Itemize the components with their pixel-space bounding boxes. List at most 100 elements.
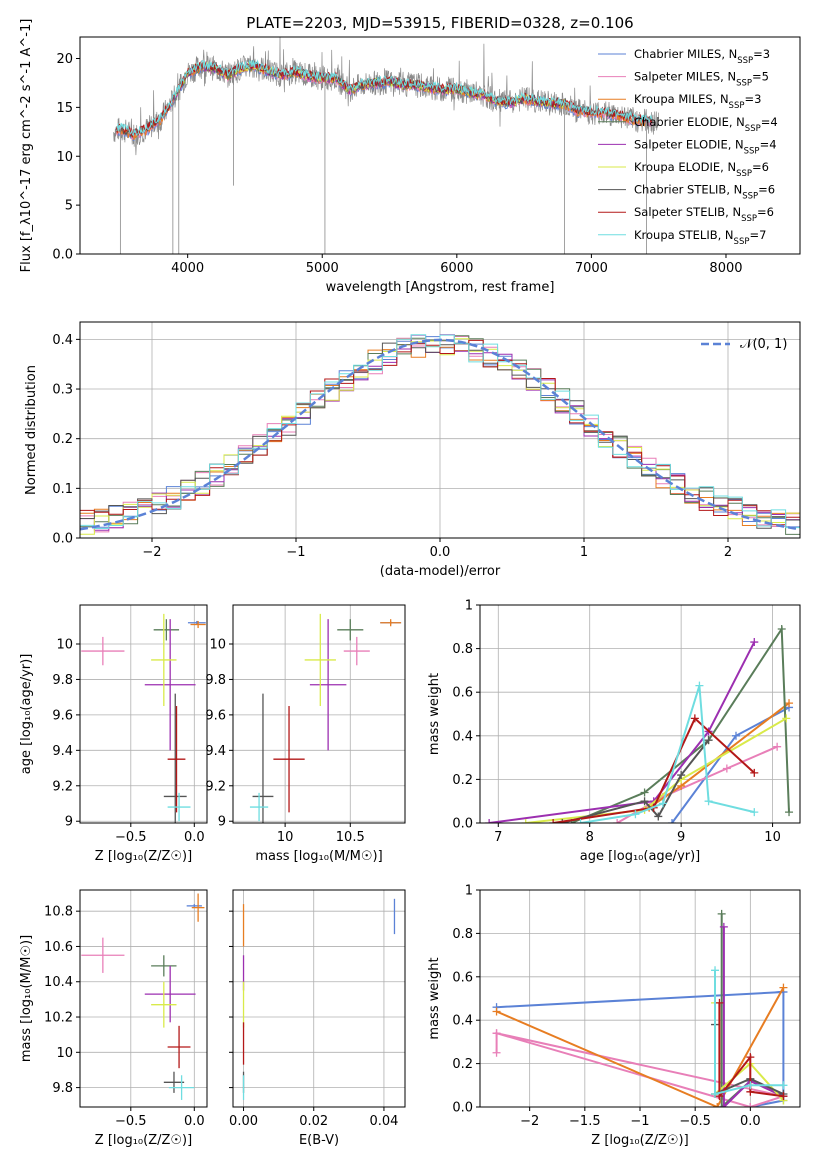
- series-marker-kroupa-stelib: [631, 810, 640, 819]
- x-tick-label: 0.0: [184, 1114, 205, 1129]
- y-tick-label: 9.6: [205, 708, 226, 723]
- x-tick-label: 10.5: [336, 830, 365, 845]
- y-tick-label: 0.3: [52, 383, 73, 398]
- plot-area: [113, 37, 660, 254]
- series-marker-kroupa-stelib: [695, 681, 704, 690]
- series-marker-salpeter-stelib: [746, 1053, 755, 1062]
- series-marker-kroupa-elodie: [521, 819, 530, 823]
- series-marker-salpeter-miles: [773, 742, 782, 751]
- y-tick-label: 1: [465, 884, 473, 899]
- series-marker-kroupa-stelib: [779, 1081, 788, 1090]
- plot-area: [485, 624, 794, 823]
- y-tick-label: 9: [65, 815, 73, 830]
- legend-label-tail: =6: [757, 205, 774, 219]
- age-vs-mass-panel: 10 10.5 9 9.2 9.4 9.6 9.8 10 mass [log₁₀(M/M☉)]: [205, 604, 406, 864]
- series-marker-salpeter-stelib: [690, 714, 699, 723]
- x-tick-label: −0.5: [679, 1114, 711, 1129]
- x-axis-label: E(B-V): [299, 1133, 339, 1148]
- errorbar-chabrier-elodie: [153, 619, 180, 641]
- errorbar-kroupa-stelib: [168, 1075, 195, 1100]
- y-axis-label: age [log₁₀(age/yr)]: [19, 654, 34, 775]
- series-marker-kroupa-stelib: [711, 1089, 720, 1098]
- legend-label-main: Chabrier MILES, N: [634, 47, 737, 61]
- y-tick-label: 0.6: [452, 970, 473, 985]
- errorbar-salpeter-elodie: [144, 965, 196, 1023]
- y-tick-label: 0.2: [452, 1057, 473, 1072]
- errorbar-kroupa-stelib: [167, 792, 191, 822]
- legend-label-main: Kroupa MILES, N: [634, 92, 729, 106]
- legend-label-tail: =4: [760, 137, 777, 151]
- errorbar-kroupa-elodie: [151, 981, 177, 1028]
- series-marker-kroupa-stelib: [711, 966, 720, 975]
- errorbar-kroupa-elodie: [151, 613, 177, 707]
- x-tick-label: 1: [580, 545, 588, 560]
- legend-label-sub: SSP: [729, 101, 745, 111]
- series-marker-chabrier-elodie: [777, 624, 786, 633]
- series-marker-salpeter-miles: [722, 764, 731, 773]
- y-tick-label: 0.8: [452, 642, 473, 657]
- y-tick-label: 9: [218, 815, 226, 830]
- series-line-salpeter-miles: [495, 1031, 788, 1107]
- series-line-chabrier-elodie: [720, 913, 784, 1107]
- legend-label-main: Chabrier ELODIE, N: [634, 115, 745, 129]
- series-line-kroupa-miles: [496, 987, 785, 1107]
- errorbar-salpeter-miles: [343, 636, 370, 666]
- legend-label-salpeter-miles: Salpeter MILES, NSSP=5: [634, 70, 769, 89]
- legend-label-tail: =3: [744, 92, 761, 106]
- model-kroupa-stelib: [116, 59, 653, 137]
- legend-label-chabrier-miles: Chabrier MILES, NSSP=3: [634, 47, 770, 66]
- errorbar-kroupa-elodie: [304, 613, 336, 707]
- series-line-kroupa-stelib: [580, 685, 755, 823]
- errorbar-salpeter-stelib: [167, 706, 186, 813]
- y-axis-label: Flux [f_λ10^-17 erg cm^-2 s^-1 A^-1]: [19, 19, 34, 273]
- series-marker-chabrier-stelib: [704, 736, 713, 745]
- series-marker-chabrier-stelib: [677, 771, 686, 780]
- mass-vs-ebv-panel: 0.00 0.02 0.04 E(B-V): [229, 889, 406, 1148]
- mass-vs-metallicity-panel: −0.5 0.0 9.8 10 10.2 10.4 10.6 10.8 Z [log₁₀(Z/Z…: [19, 889, 208, 1148]
- x-tick-label: 4000: [171, 261, 204, 276]
- y-tick-label: 0.4: [452, 729, 473, 744]
- x-tick-label: −1: [630, 1114, 649, 1129]
- series-marker-salpeter-stelib: [549, 819, 558, 823]
- axes-frame: [479, 889, 801, 1108]
- y-tick-label: 10.6: [44, 940, 73, 955]
- observed-spectrum: [113, 37, 660, 156]
- series-line-kroupa-stelib: [714, 970, 784, 1096]
- x-tick-label: 7000: [575, 261, 608, 276]
- y-tick-label: 0.4: [52, 333, 73, 348]
- legend-label-tail: =4: [761, 115, 778, 129]
- series-marker-salpeter-miles: [613, 819, 622, 823]
- errorbar-chabrier-stelib: [163, 693, 187, 823]
- errorbar-salpeter-stelib: [167, 1025, 191, 1069]
- x-tick-label: −2: [520, 1114, 539, 1129]
- legend-label-kroupa-stelib: Kroupa STELIB, NSSP=7: [634, 228, 766, 247]
- x-tick-label: −2: [142, 545, 161, 560]
- series-marker-chabrier-stelib: [654, 812, 663, 821]
- x-axis-label: age [log₁₀(age/yr)]: [580, 849, 701, 864]
- y-axis-label: Normed distribution: [24, 365, 39, 495]
- legend-label-main: Kroupa STELIB, N: [634, 228, 734, 242]
- y-axis-label: mass weight: [427, 673, 442, 755]
- series-line-kroupa-miles: [648, 702, 790, 809]
- legend-label-salpeter-stelib: Salpeter STELIB, NSSP=6: [634, 205, 774, 224]
- errorbar-kroupa-stelib: [249, 792, 269, 822]
- series-marker-salpeter-elodie: [719, 1103, 728, 1107]
- series-marker-salpeter-elodie: [485, 819, 494, 823]
- y-tick-label: 0.4: [452, 1014, 473, 1029]
- legend-label-sub: SSP: [736, 79, 752, 89]
- legend-label-sub: SSP: [741, 214, 757, 224]
- series-marker-chabrier-miles: [668, 819, 676, 823]
- axes-frame: [79, 604, 208, 824]
- mass-weight-vs-metallicity-panel: −2 −1.5 −1 −0.5 0.0 0.0 0.2 0.4 0.6 0.8 1 Z [log₁₀(…: [427, 884, 801, 1148]
- age-vs-metallicity-panel: −0.5 0.0 9 9.2 9.4 9.6 9.8 10 Z [log₁₀(Z/Z☉)] age…: [19, 604, 208, 864]
- errorbar-salpeter-stelib: [273, 706, 305, 813]
- y-tick-label: 10.4: [44, 975, 73, 990]
- y-tick-label: 9.2: [205, 779, 226, 794]
- y-tick-label: 9.4: [205, 744, 226, 759]
- y-tick-label: 0.0: [452, 817, 473, 832]
- gaussian-curve: [80, 338, 800, 531]
- series-marker-chabrier-elodie: [717, 909, 726, 918]
- y-tick-label: 0.8: [452, 927, 473, 942]
- spectrum-panel: 4000 5000 6000 7000 8000 0.0 5 10 15 20 wavelength…: [19, 19, 801, 295]
- legend-label-sub: SSP: [745, 124, 761, 134]
